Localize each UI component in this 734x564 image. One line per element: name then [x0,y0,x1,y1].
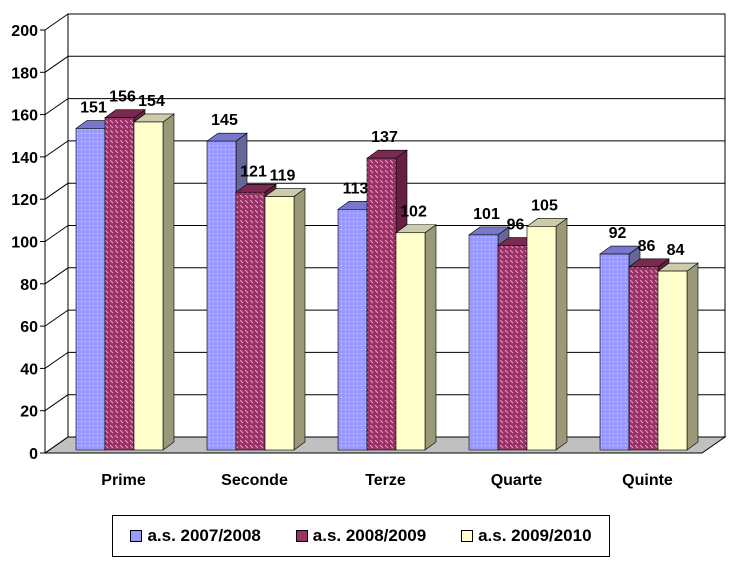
legend: a.s. 2007/2008 a.s. 2008/2009 a.s. 2009/… [112,515,610,557]
y-tick-label: 120 [11,192,38,209]
x-tick-label: Prime [101,472,146,489]
y-tick-label: 80 [20,277,38,294]
bar-side [424,224,437,451]
bar [395,232,426,451]
bar [104,117,135,451]
y-tick-label: 0 [29,446,38,463]
legend-item: a.s. 2008/2009 [295,526,427,546]
bar-side [162,113,175,451]
bar [628,266,659,451]
bar [337,209,368,451]
y-tick-label: 140 [11,150,38,167]
bar [235,191,266,451]
data-label: 137 [371,129,398,146]
bar [264,196,295,451]
bar [526,226,557,451]
bar [206,140,237,451]
legend-swatch-2007 [130,530,143,542]
data-label: 102 [400,204,427,221]
data-label: 145 [211,112,238,129]
y-tick-label: 40 [20,361,38,378]
data-label: 154 [138,93,165,110]
bar [133,121,164,451]
y-tick-label: 100 [11,235,38,252]
legend-label: a.s. 2009/2010 [478,526,592,545]
gridline-diagonal [44,55,69,73]
legend-label: a.s. 2007/2008 [147,526,261,545]
bar [366,157,397,451]
gridline-diagonal [44,225,69,242]
gridline-diagonal [44,267,69,285]
legend-label: a.s. 2008/2009 [312,526,427,545]
bar-side [555,217,568,451]
bar-side [293,187,306,451]
y-tick-label: 160 [11,108,38,125]
gridline-diagonal [44,394,69,412]
data-label: 84 [667,242,685,259]
bar [468,234,499,451]
data-label: 96 [507,217,525,234]
data-label: 101 [473,206,500,223]
x-tick-label: Quarte [491,472,543,489]
bar-side [686,262,699,451]
data-label: 121 [240,163,267,180]
gridline-diagonal [44,309,69,327]
data-label: 86 [638,238,656,255]
gridline-diagonal [44,182,69,200]
legend-item: a.s. 2007/2008 [130,526,261,546]
x-tick-label: Terze [365,472,406,489]
data-label: 151 [80,99,107,116]
y-tick-label: 180 [11,65,38,82]
data-label: 156 [109,89,136,106]
x-tick-label: Seconde [221,472,288,489]
bar [75,128,106,451]
y-tick-label: 200 [11,23,38,40]
x-tick-label: Quinte [622,472,673,489]
legend-item: a.s. 2009/2010 [461,526,592,546]
bar [497,245,528,451]
bar [657,270,688,451]
y-tick-label: 60 [20,319,38,336]
gridline-diagonal [44,13,69,31]
gridline-diagonal [44,140,69,158]
data-label: 113 [343,180,369,197]
gridline-diagonal [44,351,69,369]
gridline-diagonal [44,98,69,116]
legend-swatch-2009 [461,530,474,542]
data-label: 105 [531,197,558,214]
data-label: 119 [270,168,296,185]
legend-swatch-2008 [295,530,308,542]
y-tick-label: 20 [20,404,38,421]
gridline-diagonal [44,436,69,454]
bar [599,253,630,451]
data-label: 92 [609,225,627,242]
